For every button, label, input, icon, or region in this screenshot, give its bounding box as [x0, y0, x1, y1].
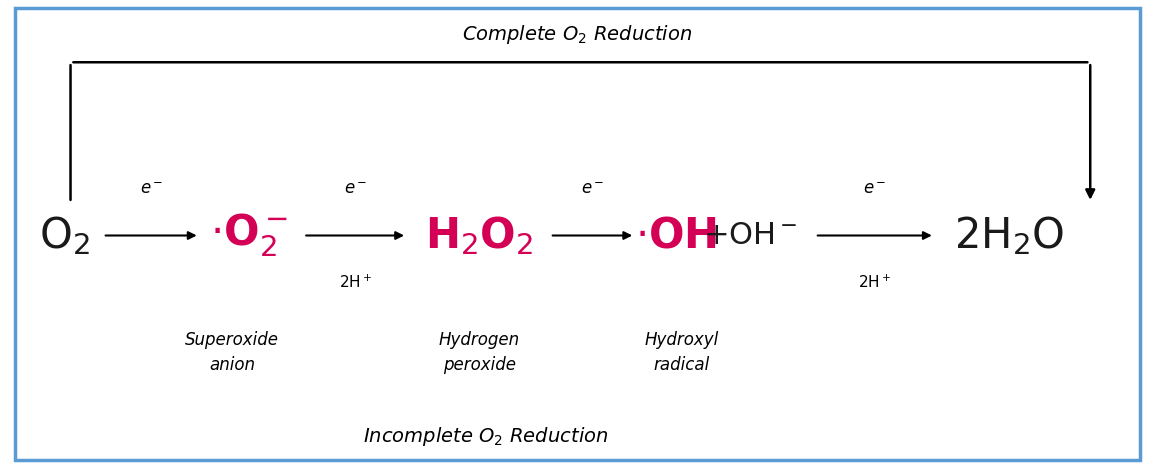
Text: Incomplete O$_2$ Reduction: Incomplete O$_2$ Reduction [363, 425, 608, 448]
Text: Hydrogen
peroxide: Hydrogen peroxide [439, 331, 520, 374]
Text: 2H$^+$: 2H$^+$ [858, 274, 892, 291]
FancyBboxPatch shape [15, 8, 1140, 460]
Text: H$_2$O$_2$: H$_2$O$_2$ [425, 214, 534, 257]
Text: O$_2$: O$_2$ [39, 214, 90, 257]
Text: $\cdot$O$_2^-$: $\cdot$O$_2^-$ [210, 212, 288, 259]
Text: +OH$^-$: +OH$^-$ [703, 221, 798, 250]
Text: Hydroxyl
radical: Hydroxyl radical [644, 331, 718, 374]
Text: $\cdot$OH: $\cdot$OH [634, 214, 716, 257]
Text: Complete O$_2$ Reduction: Complete O$_2$ Reduction [462, 23, 693, 46]
Text: Superoxide
anion: Superoxide anion [185, 331, 278, 374]
Text: e$^-$: e$^-$ [343, 179, 367, 198]
Text: e$^-$: e$^-$ [863, 179, 886, 198]
Text: 2H$^+$: 2H$^+$ [338, 274, 372, 291]
Text: e$^-$: e$^-$ [581, 179, 604, 198]
Text: 2H$_2$O: 2H$_2$O [954, 214, 1065, 257]
Text: e$^-$: e$^-$ [140, 179, 163, 198]
